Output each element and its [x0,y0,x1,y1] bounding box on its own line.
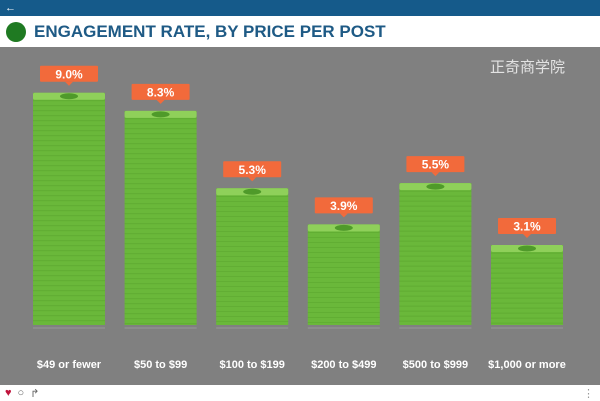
bill-emblem [426,183,445,190]
chart-title: ENGAGEMENT RATE, BY PRICE PER POST [34,21,386,41]
title-bar: ENGAGEMENT RATE, BY PRICE PER POST [0,16,600,47]
top-bar: ← [0,0,600,16]
data-label-pointer [339,213,348,218]
bottom-bar: ♥ ○ ↱ ⋮ [0,385,600,401]
chart-area: 9.0% $49 or fewer 8.3% $50 to $99 5.3% $100 t… [0,47,600,385]
comment-icon[interactable]: ○ [17,387,25,399]
data-label: 3.9% [330,199,358,213]
data-label-pointer [431,172,440,177]
data-label-pointer [523,234,531,239]
bar [307,224,380,325]
data-label-bg [131,83,190,100]
category-label: $500 to $999 [403,359,468,371]
bill-emblem [151,111,170,118]
category-label: $200 to $499 [311,359,376,371]
category-label: $49 or fewer [37,359,102,371]
data-label-bg [314,197,373,214]
data-label-bg [406,156,465,173]
heart-icon[interactable]: ♥ [5,387,12,399]
data-label: 5.5% [422,158,450,172]
data-label-bg [223,161,282,178]
more-icon[interactable]: ⋮ [583,387,594,400]
watermark: 正奇商学院 [490,59,566,76]
data-label: 5.3% [239,163,267,177]
bill-emblem [243,188,262,195]
category-label: $1,000 or more [488,359,566,371]
back-arrow-icon[interactable]: ← [5,2,16,14]
data-label-pointer [248,177,257,182]
category-label: $50 to $99 [134,359,187,371]
data-label: 3.1% [513,220,541,234]
data-label: 8.3% [147,85,175,99]
data-label-bg [498,218,556,235]
category-label: $100 to $199 [219,359,284,371]
bill-emblem [518,245,536,252]
bar-chart: 9.0% $49 or fewer 8.3% $50 to $99 5.3% $100 t… [33,65,566,371]
green-circle-icon [6,21,26,42]
bill-emblem [60,93,78,100]
data-label-pointer [156,99,165,104]
bill-emblem [334,224,353,231]
bar [33,92,105,325]
bar [491,245,563,325]
share-icon[interactable]: ↱ [30,387,40,400]
bar [124,110,197,325]
data-label: 9.0% [55,67,83,81]
bar [399,183,472,325]
data-label-pointer [65,81,73,86]
data-label-bg [40,65,98,82]
bar [216,188,289,325]
